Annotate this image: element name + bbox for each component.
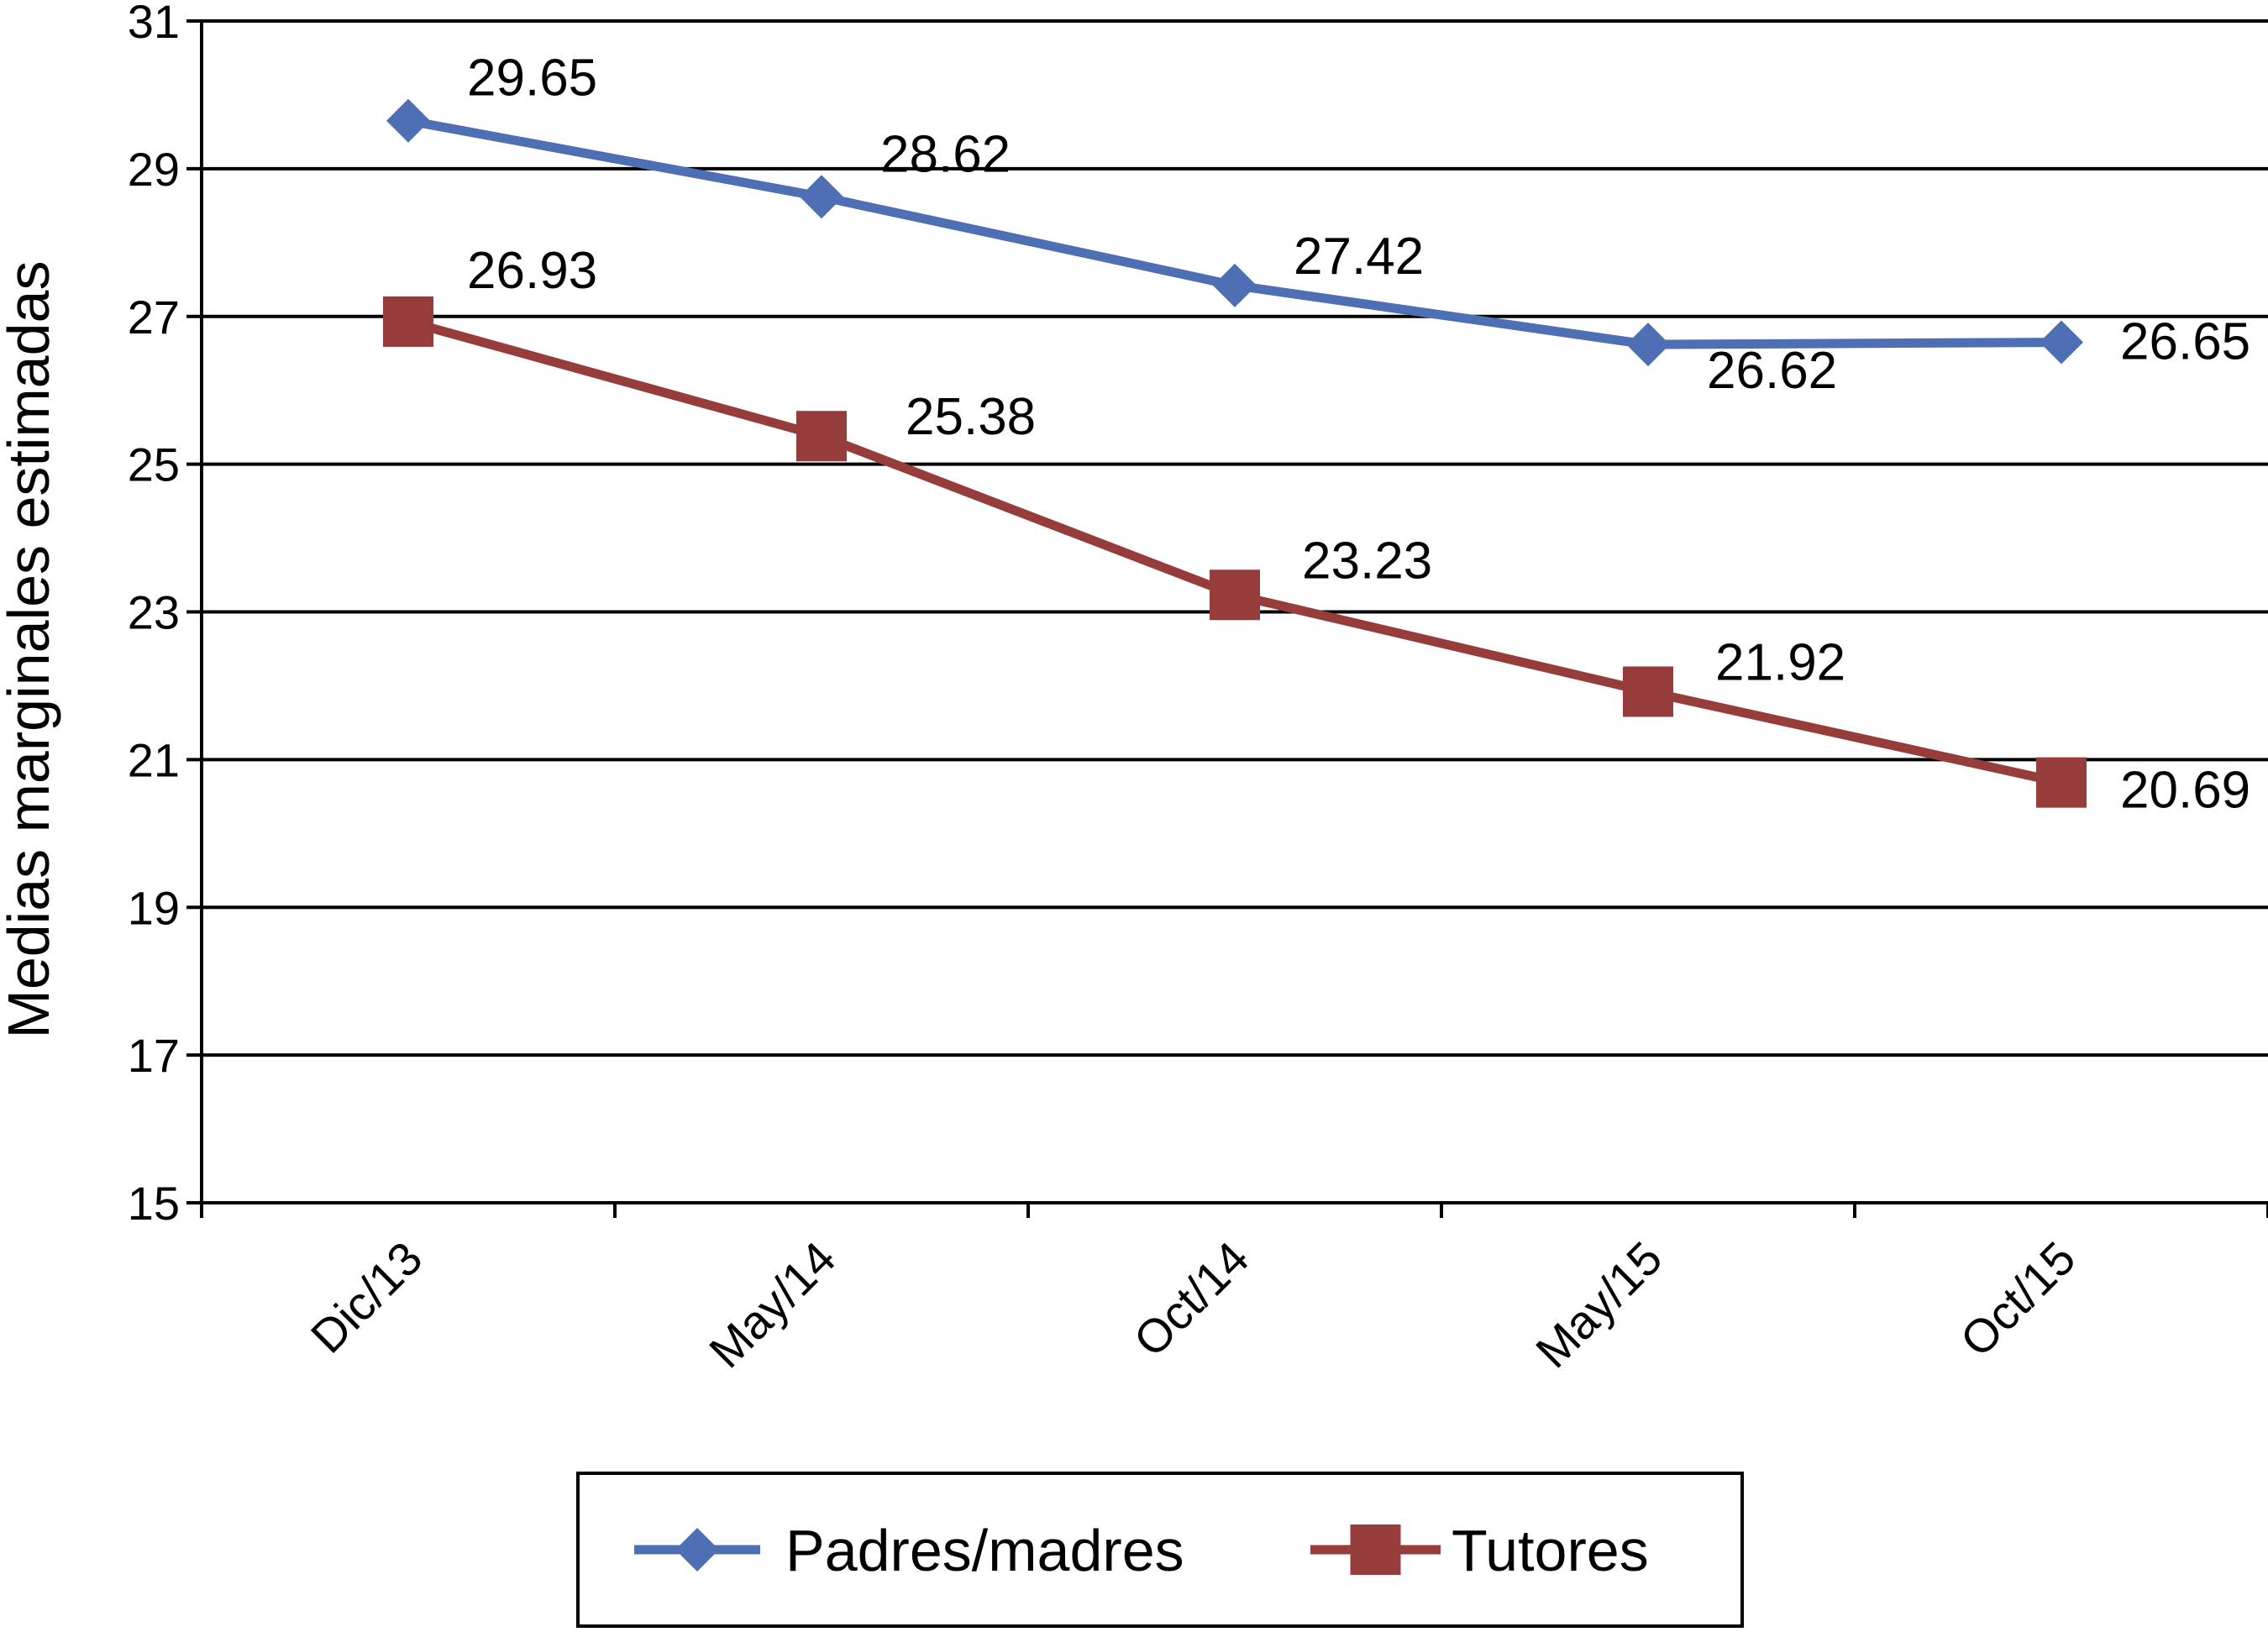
legend-label: Tutores [1452, 1518, 1649, 1583]
x-tick-label: Oct/14 [1123, 1231, 1258, 1367]
y-tick-label: 17 [128, 1029, 180, 1082]
legend-item: Tutores [1310, 1518, 1649, 1583]
data-point [1623, 666, 1673, 717]
y-tick-label: 29 [128, 143, 180, 196]
data-label: 29.65 [467, 50, 597, 108]
data-label: 25.38 [906, 388, 1036, 446]
data-label: 28.62 [880, 125, 1011, 183]
data-point [386, 98, 430, 143]
data-point [2036, 757, 2087, 808]
data-point [1213, 263, 1257, 307]
y-tick-label: 15 [128, 1177, 180, 1230]
data-label: 26.93 [467, 242, 597, 300]
x-tick-label: Oct/15 [1950, 1231, 2085, 1367]
series-padres-madres: 29.65 28.62 27.42 26.62 26.65 [386, 50, 2250, 400]
data-label: 23.23 [1302, 532, 1432, 590]
x-tick-labels: Dic/13 May/14 Oct/14 May/15 Oct/15 [301, 1231, 2086, 1377]
legend-swatch-marker [1350, 1524, 1401, 1575]
y-tick-labels: 15 17 19 21 23 25 27 29 31 [128, 0, 180, 1230]
legend-label: Padres/madres [785, 1518, 1184, 1583]
x-tick-label: Dic/13 [301, 1231, 433, 1363]
y-tick-label: 25 [128, 438, 180, 491]
y-tick-label: 19 [128, 881, 180, 934]
data-label: 27.42 [1294, 228, 1424, 286]
data-label: 20.69 [2120, 762, 2250, 820]
series-tutores: 26.93 25.38 23.23 21.92 20.69 [383, 242, 2250, 820]
data-label: 21.92 [1715, 633, 1845, 691]
series-line [407, 116, 2062, 349]
series-group: 29.65 28.62 27.42 26.62 26.65 26.93 25.38 23.23… [383, 50, 2250, 820]
y-axis-title: Medias marginales estimadas [0, 261, 61, 1039]
y-tick-label: 21 [128, 733, 180, 786]
legend: Padres/madres Tutores [576, 1472, 1744, 1628]
axes [186, 19, 2268, 1218]
legend-box [576, 1472, 1744, 1628]
data-label: 26.65 [2120, 313, 2250, 371]
x-tick-label: May/15 [1525, 1231, 1672, 1377]
data-point [800, 175, 843, 219]
data-point [796, 411, 847, 462]
data-point [1626, 323, 1670, 367]
y-tick-label: 23 [128, 586, 180, 639]
y-tick-label: 31 [128, 0, 180, 48]
legend-item: Padres/madres [634, 1518, 1184, 1583]
y-tick-label: 27 [128, 291, 180, 344]
data-label: 26.62 [1707, 342, 1837, 400]
data-point [2040, 320, 2083, 365]
gridlines [202, 19, 2268, 1057]
x-tick-label: May/14 [699, 1231, 845, 1377]
legend-swatch-marker [675, 1528, 719, 1572]
data-point [1210, 569, 1260, 621]
data-point [383, 296, 433, 347]
